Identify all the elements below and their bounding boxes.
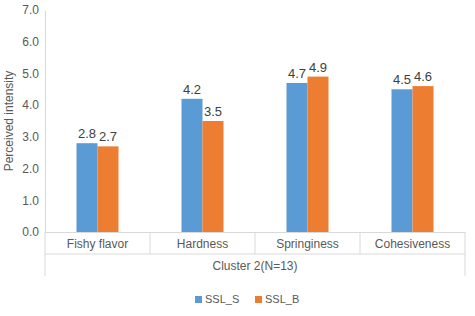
x-tick: Springiness xyxy=(276,232,339,251)
bar xyxy=(203,121,224,232)
chart: 0.0 1.0 2.0 3.0 4.0 5.0 6.0 7.0 2.8 4.2 4.7 4.5 2.7 3… xyxy=(0,0,475,316)
data-label: 4.7 xyxy=(288,66,306,81)
separator-line xyxy=(150,232,151,254)
bar xyxy=(77,143,98,232)
y-tick-label: 7.0 xyxy=(22,3,39,17)
y-tick: 2.0 xyxy=(22,162,45,176)
y-tick-label: 4.0 xyxy=(22,98,39,112)
data-label: 3.5 xyxy=(204,104,222,119)
y-tick-label: 1.0 xyxy=(22,194,39,208)
x-tick: Fishy flavor xyxy=(67,232,128,251)
y-tick-label: 2.0 xyxy=(22,162,39,176)
legend-swatch xyxy=(195,296,202,303)
x-tick: Hardness xyxy=(177,232,228,251)
y-tick: 5.0 xyxy=(22,67,45,81)
y-axis: 0.0 1.0 2.0 3.0 4.0 5.0 6.0 7.0 xyxy=(22,3,45,239)
bar xyxy=(98,146,119,232)
separator-line xyxy=(255,232,256,254)
data-label: 4.2 xyxy=(183,82,201,97)
legend-swatch xyxy=(255,296,262,303)
bar xyxy=(413,86,434,232)
y-axis-title: Perceived intensity xyxy=(2,71,16,172)
y-tick: 0.0 xyxy=(22,225,45,239)
separator-line xyxy=(360,232,361,254)
y-tick-label: 0.0 xyxy=(22,225,39,239)
data-label: 4.9 xyxy=(309,60,327,75)
y-tick: 7.0 xyxy=(22,3,45,17)
y-tick: 1.0 xyxy=(22,194,45,208)
bar xyxy=(308,77,329,232)
legend-label: SSL_S xyxy=(205,293,239,305)
x-tick-label: Hardness xyxy=(177,237,228,251)
x-tick-label: Fishy flavor xyxy=(67,237,128,251)
x-tick-label: Cohesiveness xyxy=(375,237,450,251)
x-axis-title: Cluster 2(N=13) xyxy=(212,259,297,273)
legend-label: SSL_B xyxy=(265,293,299,305)
bar xyxy=(182,99,203,232)
data-label: 2.7 xyxy=(99,129,117,144)
legend: SSL_S SSL_B xyxy=(195,293,299,305)
data-label: 2.8 xyxy=(78,126,96,141)
x-tick-label: Springiness xyxy=(276,237,339,251)
y-tick: 6.0 xyxy=(22,35,45,49)
separator-line xyxy=(45,254,465,255)
y-axis-line xyxy=(45,11,46,233)
data-label: 4.6 xyxy=(414,69,432,84)
data-label: 4.5 xyxy=(393,72,411,87)
y-tick-label: 5.0 xyxy=(22,67,39,81)
y-tick-label: 6.0 xyxy=(22,35,39,49)
bar xyxy=(287,83,308,232)
x-tick: Cohesiveness xyxy=(375,232,450,251)
category-separators xyxy=(45,232,465,276)
y-tick: 4.0 xyxy=(22,98,45,112)
y-tick-label: 3.0 xyxy=(22,130,39,144)
bars xyxy=(77,77,434,232)
y-tick: 3.0 xyxy=(22,130,45,144)
bar xyxy=(392,89,413,232)
data-labels: 2.8 4.2 4.7 4.5 2.7 3.5 4.9 4.6 xyxy=(78,60,432,145)
